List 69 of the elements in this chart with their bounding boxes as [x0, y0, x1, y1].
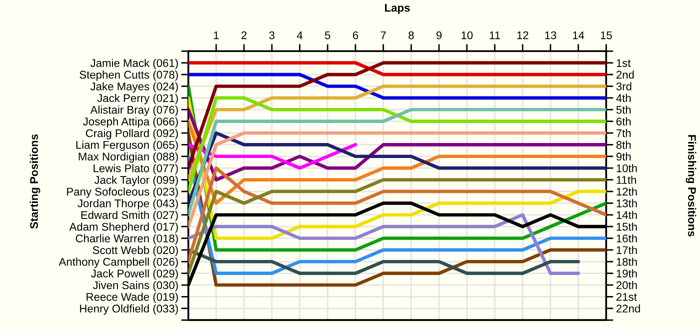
category-label: Jordan Thorpe (043) — [78, 199, 178, 210]
y2-tick-label: 19th — [616, 269, 637, 278]
x-tick-label: 15 — [600, 31, 612, 40]
category-label: Henry Oldfield (033) — [80, 304, 178, 315]
x-tick-label: 10 — [462, 31, 473, 40]
category-label: Joseph Attipa (066) — [83, 117, 178, 128]
x-tick-label: 3 — [269, 31, 274, 40]
y2-tick-label: 15th — [616, 222, 637, 231]
line-series — [188, 108, 606, 182]
y2-tick-label: 4th — [616, 94, 631, 102]
line-series — [188, 178, 606, 275]
category-label: Alistair Bray (076) — [90, 106, 178, 116]
y2-tick-label: 18th — [616, 258, 637, 266]
category-label: Jake Mayes (024) — [90, 82, 178, 93]
y2-tick-label: 11th — [616, 176, 636, 184]
line-series — [188, 84, 606, 182]
y2-tick-label: 10th — [616, 164, 637, 172]
x-tick-label: 9 — [436, 31, 442, 40]
y2-tick-label: 6th — [616, 117, 631, 126]
line-series — [188, 61, 606, 170]
x-tick-label: 11 — [490, 31, 500, 40]
category-label: Jamie Mack (061) — [90, 58, 178, 70]
category-label: Stephen Cutts (078) — [80, 70, 178, 81]
x-tick-label: 6 — [352, 31, 358, 40]
x-tick-label: 8 — [408, 31, 414, 40]
x-tick-label: 5 — [324, 31, 330, 40]
y2-tick-label: 14th — [616, 210, 637, 219]
y2-tick-label: 21st — [616, 292, 637, 301]
y2-tick-label: 13th — [616, 199, 637, 208]
y2-tick-label: 1st — [616, 59, 631, 67]
y2-tick-label: 8th — [616, 140, 631, 149]
x-tick-label: 12 — [517, 31, 528, 40]
category-label: Pany Sofocleous (023) — [67, 187, 178, 198]
category-label: Scott Webb (020) — [92, 246, 178, 256]
line-series — [188, 213, 580, 275]
category-label: Jack Perry (021) — [97, 94, 178, 104]
category-label: Liam Ferguson (065) — [76, 140, 178, 152]
y2-axis-title: Finishing Positions — [686, 135, 696, 236]
y2-tick-label: 12th — [616, 187, 637, 196]
x-tick-label: 4 — [296, 31, 303, 40]
y2-tick-label: 2nd — [616, 70, 634, 79]
y2-tick-label: 22nd — [616, 304, 640, 313]
x-tick-label: 13 — [545, 31, 556, 40]
category-label: Charlie Warren (018) — [76, 234, 178, 245]
x-axis-title: Laps — [385, 4, 410, 14]
x-tick-label: 1 — [214, 31, 219, 40]
line-series — [188, 166, 606, 264]
category-label: Edward Smith (027) — [81, 210, 178, 222]
y2-tick-label: 5th — [616, 106, 631, 114]
text: Starting Positions — [30, 134, 40, 229]
y2-tick-label: 9th — [616, 152, 631, 161]
category-label: Max Nordigian (088) — [78, 152, 178, 163]
category-label: Adam Shepherd (017) — [69, 222, 178, 233]
category-label: Lewis Plato (077) — [94, 164, 178, 174]
category-label: Craig Pollard (092) — [86, 128, 178, 140]
y2-tick-label: 17th — [616, 246, 637, 254]
x-tick-label: 7 — [380, 31, 386, 40]
category-label: Reece Wade (019) — [86, 292, 178, 304]
category-label: Anthony Campbell (026) — [58, 258, 178, 268]
y2-tick-label: 7th — [616, 128, 631, 138]
x-tick-label: 2 — [241, 31, 247, 40]
x-tick-label: 14 — [573, 31, 584, 40]
category-label: Jack Powell (029) — [91, 269, 178, 280]
y2-tick-label: 20th — [616, 280, 637, 290]
y2-tick-label: 3rd — [616, 82, 632, 90]
category-label: Jack Taylor (099) — [94, 176, 178, 186]
line-series — [188, 96, 606, 194]
category-label: Jiven Sains (030) — [92, 280, 178, 292]
y2-tick-label: 16th — [616, 234, 637, 242]
